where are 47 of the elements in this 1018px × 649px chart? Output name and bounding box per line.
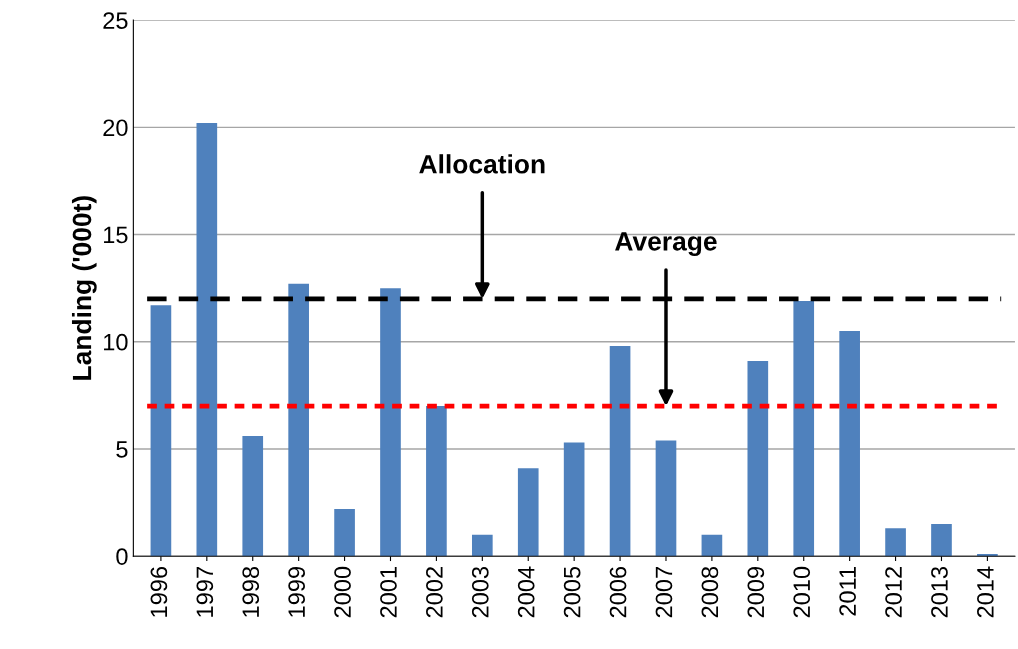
bar — [839, 331, 860, 557]
bar — [288, 283, 309, 557]
bar — [517, 468, 539, 557]
x-tick-label: 1996 — [150, 566, 168, 617]
x-tick-label: 2013 — [931, 566, 948, 618]
x-tick-label: 2003 — [471, 566, 489, 618]
x-tick-label: 1997 — [196, 567, 214, 617]
x-tick-label: 1999 — [288, 567, 305, 617]
bar — [150, 305, 172, 557]
bar — [931, 524, 952, 557]
x-tick-label: 2008 — [701, 566, 719, 618]
bar — [793, 301, 815, 557]
y-axis-title: Landing ('000t) — [71, 196, 97, 380]
bar — [609, 346, 631, 557]
annotation: Average — [615, 232, 717, 256]
bar — [885, 528, 906, 557]
x-tick-label: 2007 — [655, 567, 673, 618]
y-tick-label: 5 — [116, 441, 128, 458]
y-tick-label: 0 — [116, 548, 128, 565]
y-tick-label: 15 — [104, 226, 128, 244]
bar — [655, 440, 677, 557]
x-tick-label: 2000 — [334, 566, 351, 618]
y-tick-label: 20 — [103, 119, 128, 137]
annotation: Allocation — [419, 154, 545, 174]
x-tick-label: 2006 — [609, 566, 627, 618]
y-tick-label: 10 — [104, 333, 128, 351]
x-tick-label: 2002 — [426, 567, 443, 618]
bar — [196, 123, 218, 557]
x-tick-label: 2009 — [747, 567, 765, 618]
bar — [380, 288, 401, 557]
x-tick-label: 1998 — [242, 566, 260, 617]
x-tick-label: 2005 — [563, 566, 581, 618]
x-tick-label: 2012 — [885, 567, 902, 618]
bar — [563, 442, 585, 557]
x-tick-label: 2014 — [977, 566, 994, 618]
x-tick-label: 2011 — [839, 567, 856, 616]
bar — [747, 361, 769, 557]
y-tick-label: 25 — [103, 12, 128, 29]
bar — [977, 554, 998, 557]
x-tick-label: 2004 — [517, 566, 535, 618]
bar — [426, 406, 447, 557]
bar — [334, 509, 355, 557]
x-tick-label: 2010 — [793, 566, 811, 618]
bar — [242, 436, 264, 557]
bar — [471, 534, 493, 557]
bar — [701, 534, 723, 557]
x-tick-label: 2001 — [380, 567, 397, 618]
